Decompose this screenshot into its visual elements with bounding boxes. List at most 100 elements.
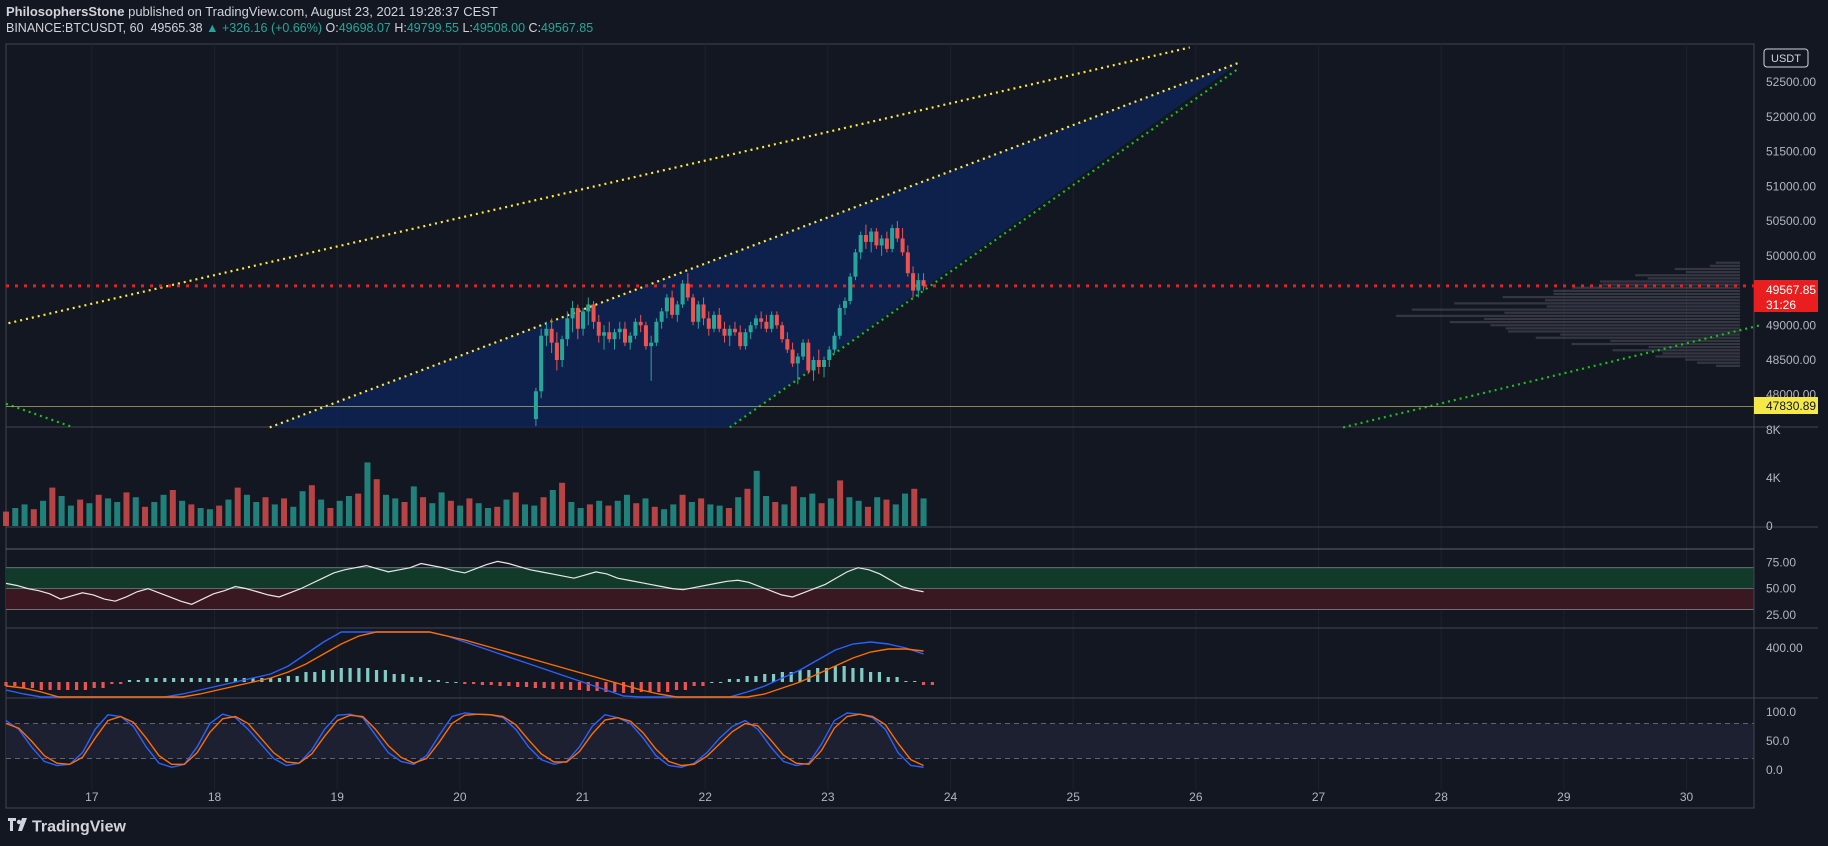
stoch-k-line[interactable] <box>5 712 924 768</box>
candle[interactable] <box>795 356 800 364</box>
trendline-yellow[interactable] <box>269 61 1240 429</box>
volume-bar[interactable] <box>874 497 881 526</box>
candle[interactable] <box>916 280 921 291</box>
candle[interactable] <box>774 314 779 326</box>
price-pane[interactable] <box>5 46 1761 429</box>
volume-bar[interactable] <box>299 491 306 526</box>
volume-bar[interactable] <box>151 502 158 526</box>
tradingview-logo[interactable]: TradingView <box>8 818 126 837</box>
volume-bar[interactable] <box>818 503 825 526</box>
candle[interactable] <box>842 300 847 308</box>
volume-bar[interactable] <box>744 488 751 526</box>
volume-bar[interactable] <box>308 485 315 526</box>
volume-bar[interactable] <box>216 505 223 526</box>
candle[interactable] <box>675 304 680 315</box>
candle[interactable] <box>549 328 554 343</box>
candle[interactable] <box>853 252 858 277</box>
volume-bar[interactable] <box>531 505 538 526</box>
volume-bar[interactable] <box>3 511 9 526</box>
volume-bar[interactable] <box>243 494 250 526</box>
volume-bar[interactable] <box>104 498 111 526</box>
candle[interactable] <box>565 318 570 340</box>
candle[interactable] <box>696 304 701 322</box>
currency-badge[interactable]: USDT <box>1763 48 1809 68</box>
candle[interactable] <box>602 332 607 336</box>
volume-bar[interactable] <box>327 508 334 526</box>
volume-bar[interactable] <box>883 499 890 526</box>
candle[interactable] <box>753 318 758 326</box>
candle[interactable] <box>586 304 591 312</box>
volume-bar[interactable] <box>86 503 93 526</box>
candle[interactable] <box>712 314 717 329</box>
volume-bar[interactable] <box>688 502 695 526</box>
candle[interactable] <box>874 231 879 246</box>
trendline-green[interactable] <box>5 402 74 429</box>
candle[interactable] <box>643 325 648 347</box>
candle[interactable] <box>884 238 889 249</box>
candle[interactable] <box>685 283 690 298</box>
volume-bar[interactable] <box>911 488 918 526</box>
volume-bar[interactable] <box>21 504 28 526</box>
volume-bar[interactable] <box>318 499 325 526</box>
volume-bar[interactable] <box>336 500 343 526</box>
volume-bar[interactable] <box>614 500 621 526</box>
volume-bar[interactable] <box>577 508 584 526</box>
candle[interactable] <box>769 314 774 329</box>
volume-bar[interactable] <box>475 503 482 526</box>
candle[interactable] <box>911 273 916 291</box>
candle[interactable] <box>832 335 837 350</box>
volume-bar[interactable] <box>698 498 705 526</box>
candle[interactable] <box>544 328 549 336</box>
volume-bar[interactable] <box>77 499 84 526</box>
candle[interactable] <box>905 252 910 274</box>
volume-bar[interactable] <box>123 492 130 526</box>
candle[interactable] <box>575 307 580 329</box>
volume-bar[interactable] <box>902 493 909 526</box>
volume-bar[interactable] <box>494 506 501 526</box>
candle[interactable] <box>691 297 696 322</box>
volume-bar[interactable] <box>234 487 241 526</box>
volume-bar[interactable] <box>49 487 56 526</box>
candle[interactable] <box>848 276 853 301</box>
candle[interactable] <box>727 328 732 336</box>
volume-bar[interactable] <box>58 496 65 526</box>
volume-bar[interactable] <box>725 508 732 526</box>
signal-line[interactable] <box>5 631 924 698</box>
volume-bar[interactable] <box>864 506 871 526</box>
volume-bar[interactable] <box>846 497 853 526</box>
candle[interactable] <box>560 339 565 361</box>
volume-bar[interactable] <box>225 499 232 526</box>
volume-bar[interactable] <box>892 504 899 526</box>
candles[interactable] <box>533 221 926 426</box>
candle[interactable] <box>816 360 821 367</box>
volume-bar[interactable] <box>466 498 473 526</box>
volume-bar[interactable] <box>596 500 603 526</box>
volume-bar[interactable] <box>197 508 204 526</box>
volume-bar[interactable] <box>420 497 427 526</box>
volume-bar[interactable] <box>827 498 834 526</box>
volume-bar[interactable] <box>447 500 454 526</box>
volume-bar[interactable] <box>503 499 510 526</box>
volume-bar[interactable] <box>429 503 436 526</box>
volume-bar[interactable] <box>568 502 575 526</box>
candle[interactable] <box>895 228 900 239</box>
candle[interactable] <box>743 332 748 347</box>
volume-bar[interactable] <box>253 502 260 526</box>
candle[interactable] <box>706 318 711 329</box>
volume-bar[interactable] <box>661 509 668 526</box>
volume-bar[interactable] <box>735 497 742 526</box>
candle[interactable] <box>533 391 538 420</box>
candle[interactable] <box>811 360 816 371</box>
volume-bar[interactable] <box>605 505 612 526</box>
volume-bar[interactable] <box>623 494 630 526</box>
candle[interactable] <box>785 339 790 350</box>
candle[interactable] <box>670 297 675 315</box>
candle[interactable] <box>659 311 664 322</box>
candle[interactable] <box>654 321 659 343</box>
volume-bar[interactable] <box>410 486 417 526</box>
volume-bar[interactable] <box>800 497 807 526</box>
candle[interactable] <box>717 314 722 329</box>
candle[interactable] <box>900 238 905 253</box>
macd-pane[interactable]: 400.00 <box>4 631 1803 698</box>
